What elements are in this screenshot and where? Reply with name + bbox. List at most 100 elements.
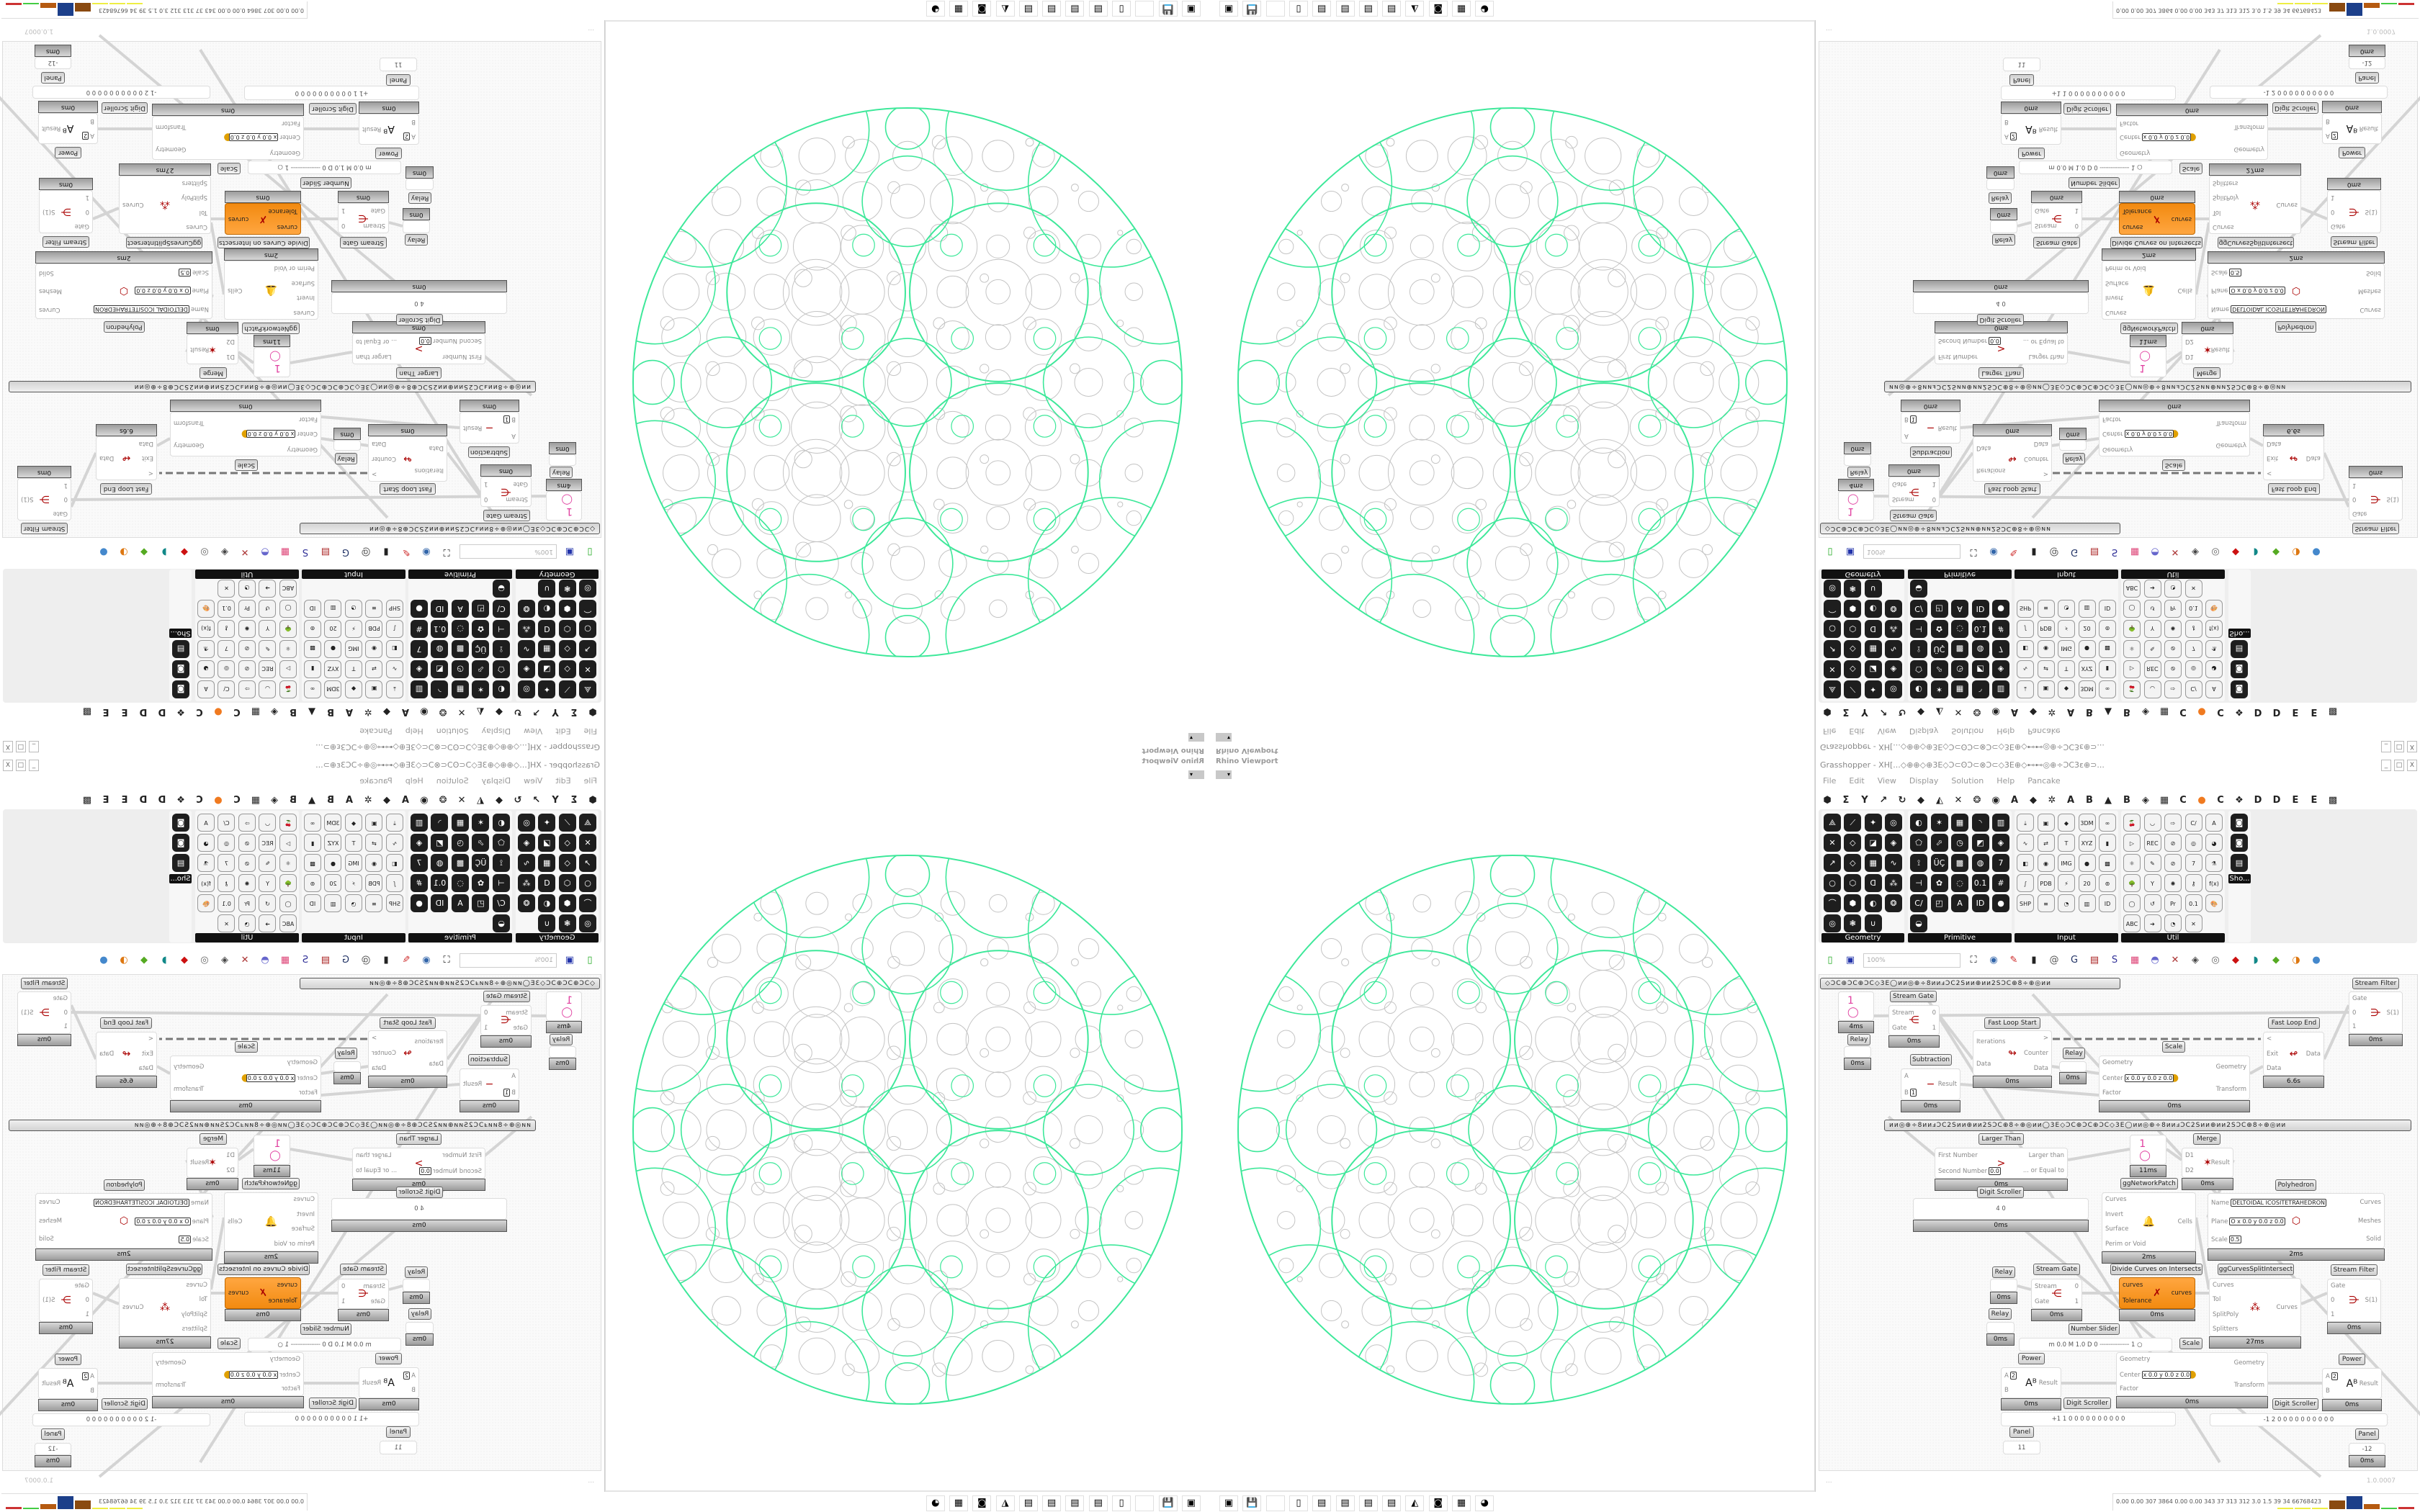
component-name-label[interactable]: Relay xyxy=(1847,1034,1870,1045)
rhino-viewport[interactable]: Rhino Viewport ▾ xyxy=(1210,20,1815,756)
component-icon[interactable]: ⚡ xyxy=(2058,874,2075,892)
param-value-field[interactable]: 1 xyxy=(503,415,511,423)
component-icon[interactable]: ▮ xyxy=(2099,834,2116,852)
sketch-icon[interactable]: ✎ xyxy=(2009,955,2018,966)
output-param[interactable]: Larger than xyxy=(2028,353,2064,361)
tab-icon[interactable]: ◉ xyxy=(1991,794,2000,806)
calculator-icon[interactable]: ▦ xyxy=(949,1495,968,1511)
component-icon[interactable]: ◈ xyxy=(1992,834,2009,852)
input-param[interactable]: Data xyxy=(429,1061,444,1068)
component-name-label[interactable]: Stream Filter xyxy=(2352,523,2399,534)
firefox-icon[interactable]: ◕ xyxy=(926,1,945,17)
component-icon[interactable]: XYZ xyxy=(2078,834,2096,852)
rhino-viewport[interactable]: Rhino Viewport ▾ xyxy=(605,20,1210,756)
input-param[interactable]: < xyxy=(148,469,153,477)
input-param[interactable]: A xyxy=(1904,1073,1909,1080)
component-icon[interactable]: ◙ xyxy=(2231,814,2248,832)
input-param[interactable]: Scale0.5 xyxy=(179,1236,209,1244)
component-icon[interactable]: ⤓ xyxy=(2017,814,2034,832)
component-body[interactable] xyxy=(1986,1322,2015,1333)
component-name-label[interactable]: ggCurvesSplitIntersect xyxy=(126,1264,202,1275)
input-param[interactable]: Exit xyxy=(2267,455,2278,462)
output-param[interactable]: 0 xyxy=(1932,1009,1936,1017)
input-param[interactable]: Centerx 0.0 y 0.0 z 0.0 xyxy=(246,1074,318,1082)
tab-icon[interactable]: E xyxy=(2292,794,2299,806)
output-param[interactable]: Curves xyxy=(122,1303,144,1311)
output-param[interactable]: Solid xyxy=(39,1236,54,1243)
menu-help[interactable]: Help xyxy=(1996,776,2015,786)
component-name-label[interactable]: Relay xyxy=(1989,192,2012,204)
component-name-label[interactable]: Merge xyxy=(2193,1133,2220,1145)
input-param[interactable]: SplitPoly xyxy=(2213,1311,2238,1318)
component-icon[interactable]: ◆ xyxy=(2058,814,2075,832)
output-param[interactable]: 0 xyxy=(2074,222,2079,230)
component-body[interactable]: -12 xyxy=(35,57,71,69)
input-param[interactable]: Exit xyxy=(142,1050,153,1058)
component-body[interactable]: 🔔 Curves Invert Surface Perim or Void Cells xyxy=(224,261,318,320)
component-icon[interactable]: 🌳 xyxy=(2123,874,2141,892)
notepad-icon[interactable]: ▤ xyxy=(1018,1,1038,17)
component-name-label[interactable]: Relay xyxy=(1992,1266,2015,1278)
component-icon[interactable]: ▥ xyxy=(1992,814,2009,832)
param-value-field[interactable]: DELTOIDAL ICOSITETRAHEDRON xyxy=(2231,305,2326,314)
component-body[interactable] xyxy=(1990,220,2017,233)
component-name-label[interactable]: Divide Curves on Intersects xyxy=(2110,1264,2202,1275)
tab-icon[interactable]: C xyxy=(2179,794,2187,806)
component-name-label[interactable]: Panel xyxy=(41,72,65,84)
component-body[interactable]: 🔔 Curves Invert Surface Perim or Void Cells xyxy=(224,1192,318,1251)
component-icon[interactable]: ∫ xyxy=(2017,874,2034,892)
component-body[interactable]: 1 ◯ xyxy=(2130,1135,2166,1165)
component-icon[interactable]: ◩ xyxy=(1971,834,1989,852)
component-name-label[interactable]: Relay xyxy=(335,453,357,464)
output-param[interactable]: Transform xyxy=(2233,1381,2264,1389)
input-param[interactable]: Surface xyxy=(292,279,315,287)
component-icon[interactable]: ◷ xyxy=(1951,834,1968,852)
component-body[interactable] xyxy=(2059,1061,2087,1072)
input-param[interactable]: curves xyxy=(277,223,297,230)
close-button[interactable]: X xyxy=(2407,760,2417,771)
component-icon[interactable]: ◔ xyxy=(2058,894,2075,912)
output-param[interactable]: Geometry xyxy=(2233,145,2264,153)
input-param[interactable]: Invert xyxy=(297,1211,315,1218)
component-icon[interactable]: ● xyxy=(1992,894,2009,912)
output-param[interactable]: Curves xyxy=(39,1198,60,1206)
component-body[interactable] xyxy=(333,440,361,451)
notepad-icon[interactable]: ▤ xyxy=(1088,1495,1108,1511)
component-name-label[interactable]: Digit Scroller xyxy=(309,1398,357,1409)
component-name-label[interactable]: ggNetworkPatch xyxy=(2120,323,2178,334)
output-param[interactable]: Geometry xyxy=(174,441,205,449)
output-param[interactable]: Result xyxy=(190,346,210,353)
output-param[interactable]: S(1) xyxy=(42,1297,55,1304)
output-param[interactable]: Transform xyxy=(2233,123,2264,131)
component-body[interactable]: 4 0 xyxy=(331,292,507,314)
component-name-label[interactable]: Polyhedron xyxy=(2275,1179,2316,1191)
input-param[interactable]: Factor xyxy=(299,1089,318,1097)
component-name-label[interactable]: Digit Scroller xyxy=(396,314,443,325)
rhino-icon[interactable]: ◙ xyxy=(1428,1,1448,17)
output-param[interactable]: Curves xyxy=(39,306,60,314)
component-name-label[interactable]: ggNetworkPatch xyxy=(2120,1178,2178,1189)
component-name-label[interactable]: Scale xyxy=(2179,1338,2202,1349)
output-param[interactable]: curves xyxy=(2171,215,2192,222)
input-param[interactable]: Stream xyxy=(2035,1283,2057,1290)
inkscape-icon[interactable]: ◭ xyxy=(995,1495,1015,1511)
component-name-label[interactable]: Stream Filter xyxy=(42,1264,89,1276)
tab-icon[interactable]: D xyxy=(2254,794,2262,806)
component-icon[interactable]: ∪ xyxy=(1864,914,1882,932)
component-body[interactable]: m 0.0 M 1.0 D 0 ┄┄┄┄┄┄┄┄ 1 ○ xyxy=(248,161,401,174)
component-name-label[interactable]: Relay xyxy=(550,1034,573,1045)
component-name-label[interactable]: Fast Loop End xyxy=(2268,483,2320,495)
ribbon-panel-label[interactable]: Util xyxy=(2121,933,2225,942)
component-body[interactable]: +1 1 0 0 0 0 0 0 0 0 0 0 xyxy=(2001,1412,2176,1426)
component-name-label[interactable]: Divide Curves on Intersects xyxy=(2110,237,2202,248)
component-name-label[interactable]: Subtraction xyxy=(468,1054,510,1066)
input-param[interactable]: NameDELTOIDAL ICOSITETRAHEDRON xyxy=(94,305,209,314)
